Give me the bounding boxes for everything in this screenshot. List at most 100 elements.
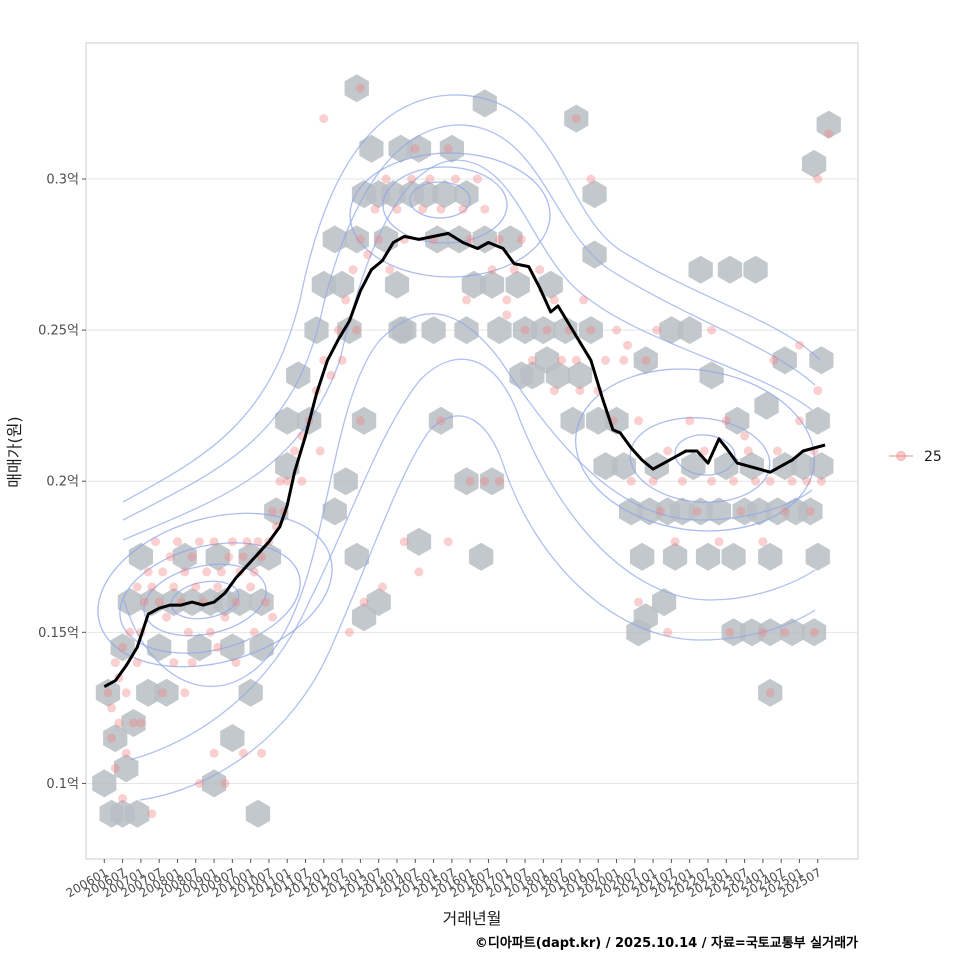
hexbin-cell (92, 769, 117, 798)
density-contour (143, 563, 267, 637)
y-axis-title: 매매가(원) (5, 416, 24, 487)
hexbin-cell (351, 603, 377, 632)
density-contour (574, 368, 816, 532)
data-point (392, 204, 402, 214)
hexbin-cell (512, 316, 538, 345)
data-point (425, 174, 435, 184)
density-contour (382, 166, 508, 244)
hexbin-cell (487, 316, 512, 345)
density-contour (349, 152, 551, 278)
hexbin-cell (582, 240, 607, 269)
data-point (205, 627, 215, 637)
data-point (813, 386, 823, 396)
hexbin-cell (626, 618, 651, 647)
data-point (249, 627, 259, 637)
data-point (509, 265, 519, 275)
data-point (257, 552, 267, 562)
data-point (363, 250, 373, 260)
hexbin-cell (238, 542, 263, 571)
hexbin-cell (717, 255, 743, 284)
hexbin-cell (311, 270, 336, 299)
data-point (114, 718, 124, 728)
hexbin-cell (798, 497, 823, 526)
data-point (158, 567, 168, 577)
hexbin-cell (498, 225, 523, 254)
data-point (502, 310, 512, 320)
data-point (824, 129, 834, 139)
data-point (623, 340, 632, 350)
data-point (670, 537, 680, 547)
hexbin-cell (344, 542, 369, 571)
hexbin-cell (245, 799, 271, 828)
density-contour (139, 415, 816, 801)
data-point (377, 582, 387, 592)
data-point (194, 778, 204, 788)
data-point (527, 355, 537, 365)
data-point (213, 642, 223, 652)
data-point (758, 627, 768, 637)
hexbin-cell (633, 346, 658, 375)
data-point (465, 234, 475, 244)
data-point (816, 476, 826, 486)
hexbin-cell (681, 452, 706, 481)
data-point (751, 476, 761, 486)
data-point (451, 174, 460, 184)
hexbin-layer (92, 74, 841, 828)
data-point (780, 627, 790, 637)
hexbin-cell (359, 134, 384, 163)
hexbin-cell (472, 89, 497, 118)
data-point (707, 325, 717, 335)
hexbin-cell (538, 270, 563, 299)
data-point (571, 114, 581, 124)
data-point (634, 416, 643, 426)
data-point (765, 688, 775, 698)
data-point (634, 597, 643, 607)
hexbin-cell (388, 316, 413, 345)
hexbin-cell (330, 270, 355, 299)
data-point (579, 295, 589, 305)
hexbin-cell (805, 406, 830, 435)
data-point (326, 370, 336, 380)
data-point (257, 748, 267, 758)
hexbin-cell (662, 542, 688, 571)
data-point (165, 552, 175, 562)
legend-marker (896, 451, 906, 461)
hexbin-cell (249, 588, 274, 617)
data-point (462, 295, 471, 305)
hexbin-cell (406, 527, 432, 556)
data-point (110, 763, 120, 773)
data-point (407, 174, 417, 184)
data-point (341, 295, 351, 305)
hexbin-cell (406, 134, 432, 163)
hexbin-cell (721, 618, 746, 647)
hexbin-cell (604, 406, 629, 435)
data-point (370, 204, 380, 214)
hexbin-cell (725, 406, 750, 435)
data-point (721, 416, 731, 426)
hexbin-cell (531, 316, 556, 345)
data-point (641, 355, 651, 365)
data-point (787, 476, 797, 486)
hexbin-cell (652, 588, 677, 617)
hexbin-cell (480, 467, 505, 496)
data-point (725, 627, 735, 637)
data-point (663, 446, 673, 456)
y-tick-label: 0.1억 (46, 777, 79, 792)
hexbin-cell (125, 799, 150, 828)
data-point (319, 114, 329, 124)
hexbin-cell (802, 149, 827, 178)
data-point (107, 733, 117, 743)
hexbin-cell (578, 316, 603, 345)
data-point (183, 627, 193, 637)
hexbin-cell (114, 754, 139, 783)
data-point (246, 582, 256, 592)
data-point (213, 582, 223, 592)
hexbin-cell (121, 709, 146, 737)
data-point (337, 355, 347, 365)
hexbin-cell (659, 316, 684, 345)
hexbin-cell (275, 406, 300, 435)
hexbin-cell (103, 724, 128, 753)
hexbin-cell (688, 255, 713, 284)
data-point (586, 174, 596, 184)
density-contour (122, 124, 816, 521)
